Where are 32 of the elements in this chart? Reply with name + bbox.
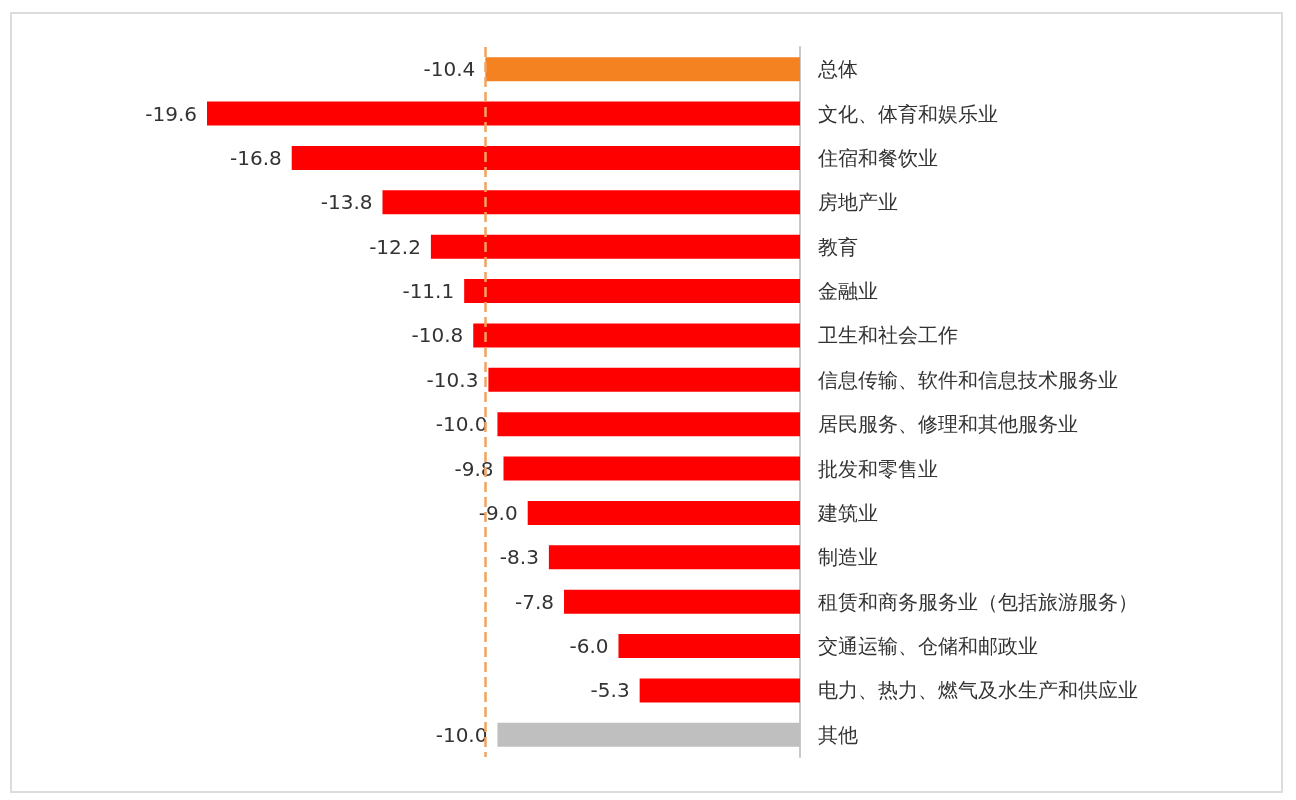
y-tick-label: 批发和零售业 <box>818 456 938 481</box>
data-label: -6.0 <box>569 634 609 659</box>
y-tick-label: 住宿和餐饮业 <box>817 145 938 170</box>
y-tick-label: 制造业 <box>818 545 878 570</box>
y-tick-label: 卫生和社会工作 <box>818 323 958 348</box>
data-label: -7.8 <box>514 589 555 614</box>
data-label: -19.6 <box>145 101 197 126</box>
y-tick-label: 交通运输、仓储和邮政业 <box>818 634 1038 659</box>
data-label: -10.3 <box>426 367 479 392</box>
y-tick-label: 建筑业 <box>817 500 878 525</box>
y-tick-label: 金融业 <box>818 279 878 304</box>
data-label: -5.3 <box>590 678 630 703</box>
y-tick-label: 房地产业 <box>818 190 898 215</box>
data-label: -10.8 <box>411 323 464 348</box>
y-tick-label: 电力、热力、燃气及水生产和供应业 <box>818 678 1138 703</box>
y-tick-label: 居民服务、修理和其他服务业 <box>818 412 1078 437</box>
data-label: -10.0 <box>435 412 488 437</box>
data-label: -9.0 <box>478 500 518 525</box>
y-tick-label: 文化、体育和娱乐业 <box>818 101 998 126</box>
y-tick-label: 教育 <box>818 234 858 259</box>
y-tick-label: 其他 <box>818 722 858 747</box>
data-label: -9.8 <box>454 456 494 481</box>
y-tick-label: 租赁和商务服务业（包括旅游服务） <box>818 589 1138 614</box>
data-label: -10.4 <box>423 57 476 82</box>
data-label: -13.8 <box>320 190 373 215</box>
data-label: -16.8 <box>229 145 282 170</box>
data-label: -11.1 <box>402 279 455 304</box>
y-tick-label: 信息传输、软件和信息技术服务业 <box>818 367 1118 392</box>
data-label: -8.3 <box>499 545 539 570</box>
y-tick-label: 总体 <box>817 57 858 82</box>
data-label: -12.2 <box>369 234 421 259</box>
data-label: -10.0 <box>435 722 488 747</box>
